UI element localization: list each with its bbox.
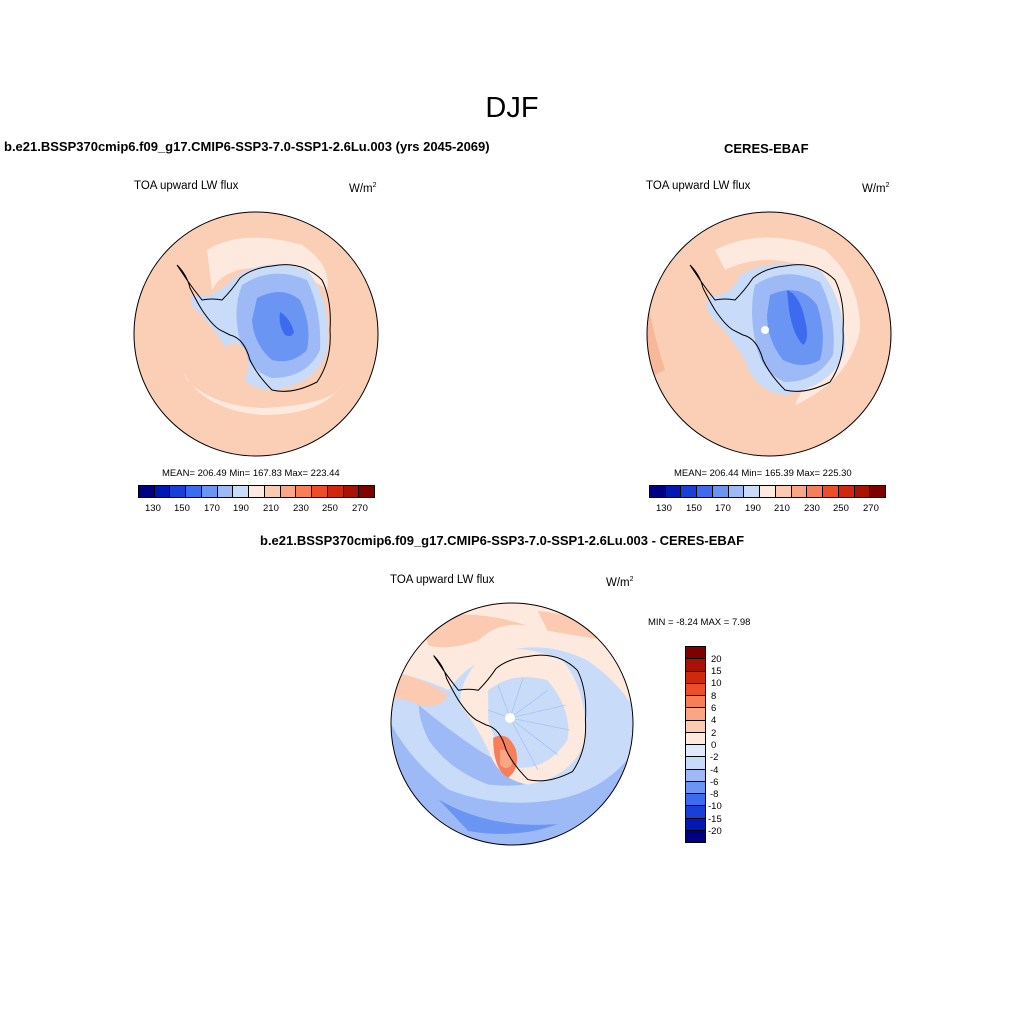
panel1-units-label: W/m2 [349,182,377,195]
panel2-colorbar-swatch [791,486,808,497]
panel2-colorbar [649,485,886,498]
panel2-colorbar-swatch [775,486,792,497]
diff-colorbar-swatch [686,647,705,660]
panel2-colorbar-swatch [697,486,713,497]
panel1-colorbar-swatch [186,486,202,497]
panel1-stats: MEAN= 206.49 Min= 167.83 Max= 223.44 [162,468,340,479]
panel2-colorbar-swatch [838,486,855,497]
panel1-tick-250: 250 [322,503,338,514]
diff-colorbar-swatch [686,769,705,782]
panel2-colorbar-swatch [665,486,682,497]
diff-units-label: W/m2 [606,576,634,589]
diff-tick-6: 6 [711,703,717,714]
diff-case-title: b.e21.BSSP370cmip6.f09_g17.CMIP6-SSP3-7.… [260,533,745,548]
diff-tick-20: 20 [711,654,722,665]
diff-colorbar-swatch [686,806,705,819]
panel2-stats: MEAN= 206.44 Min= 165.39 Max= 225.30 [674,468,852,479]
diff-colorbar-swatch [686,720,705,733]
diff-tick-2: 2 [711,728,717,739]
panel1-colorbar-swatch [233,486,250,497]
panel1-colorbar-swatch [249,486,265,497]
panel2-colorbar-swatch [760,486,776,497]
panel1-colorbar-swatch [264,486,281,497]
panel1-colorbar-swatch [312,486,328,497]
panel1-colorbar [138,485,375,498]
panel1-colorbar-swatch [296,486,313,497]
panel1-tick-170: 170 [204,503,220,514]
panel1-colorbar-swatch [359,486,375,497]
diff-tick-neg4: -4 [710,765,719,776]
panel2-colorbar-swatch [854,486,871,497]
panel1-colorbar-swatch [154,486,171,497]
panel2-polar-map [646,211,892,457]
diff-colorbar-swatch [686,671,705,684]
diff-tick-10: 10 [711,678,722,689]
diff-colorbar-swatch [686,708,705,721]
panel1-tick-230: 230 [293,503,309,514]
diff-colorbar-swatch [686,696,705,709]
panel2-colorbar-swatch [650,486,666,497]
diff-colorbar-swatch [686,781,705,794]
panel1-case-title: b.e21.BSSP370cmip6.f09_g17.CMIP6-SSP3-7.… [4,139,490,154]
diff-colorbar-swatch [686,745,705,758]
diff-colorbar-swatch [686,818,705,831]
panel2-units-label: W/m2 [862,182,890,195]
panel1-colorbar-swatch [201,486,218,497]
diff-colorbar-swatch [686,830,705,842]
panel1-variable-label: TOA upward LW flux [134,180,239,192]
panel1-colorbar-swatch [280,486,297,497]
diff-tick-4: 4 [711,715,717,726]
panel1-tick-210: 210 [263,503,279,514]
panel1-colorbar-swatch [327,486,344,497]
panel1-colorbar-swatch [139,486,155,497]
diff-tick-0: 0 [711,740,717,751]
diff-tick-15: 15 [711,666,722,677]
diff-tick-8: 8 [711,691,717,702]
diff-colorbar-swatch [686,794,705,807]
diff-colorbar-swatch [686,732,705,745]
panel2-tick-190: 190 [745,503,761,514]
diff-tick-neg10: -10 [708,801,722,812]
diff-tick-neg8: -8 [710,789,719,800]
diff-tick-neg15: -15 [708,814,722,825]
figure-title: DJF [485,92,539,124]
panel2-colorbar-swatch [728,486,745,497]
diff-tick-neg20: -20 [708,826,722,837]
panel2-tick-250: 250 [833,503,849,514]
diff-variable-label: TOA upward LW flux [390,574,495,586]
panel2-colorbar-swatch [744,486,761,497]
panel2-tick-270: 270 [863,503,879,514]
panel2-tick-170: 170 [715,503,731,514]
panel2-colorbar-swatch [712,486,729,497]
panel1-tick-190: 190 [233,503,249,514]
diff-colorbar [685,646,706,843]
panel1-tick-270: 270 [352,503,368,514]
panel2-variable-label: TOA upward LW flux [646,180,751,192]
panel2-colorbar-swatch [823,486,839,497]
panel2-colorbar-swatch [870,486,886,497]
diff-colorbar-swatch [686,683,705,696]
panel1-tick-130: 130 [145,503,161,514]
panel2-tick-150: 150 [686,503,702,514]
panel1-colorbar-swatch [170,486,187,497]
diff-colorbar-swatch [686,757,705,770]
panel1-colorbar-swatch [217,486,234,497]
panel2-colorbar-swatch [807,486,824,497]
panel1-colorbar-swatch [343,486,360,497]
panel2-tick-130: 130 [656,503,672,514]
panel2-tick-210: 210 [774,503,790,514]
diff-colorbar-swatch [686,659,705,672]
diff-polar-map [390,602,634,846]
diff-tick-neg6: -6 [710,777,719,788]
panel2-tick-230: 230 [804,503,820,514]
panel1-polar-map [133,211,379,457]
panel1-tick-150: 150 [174,503,190,514]
diff-tick-neg2: -2 [710,752,719,763]
panel2-case-title: CERES-EBAF [724,141,809,156]
diff-stats: MIN = -8.24 MAX = 7.98 [648,617,751,628]
panel2-colorbar-swatch [681,486,698,497]
